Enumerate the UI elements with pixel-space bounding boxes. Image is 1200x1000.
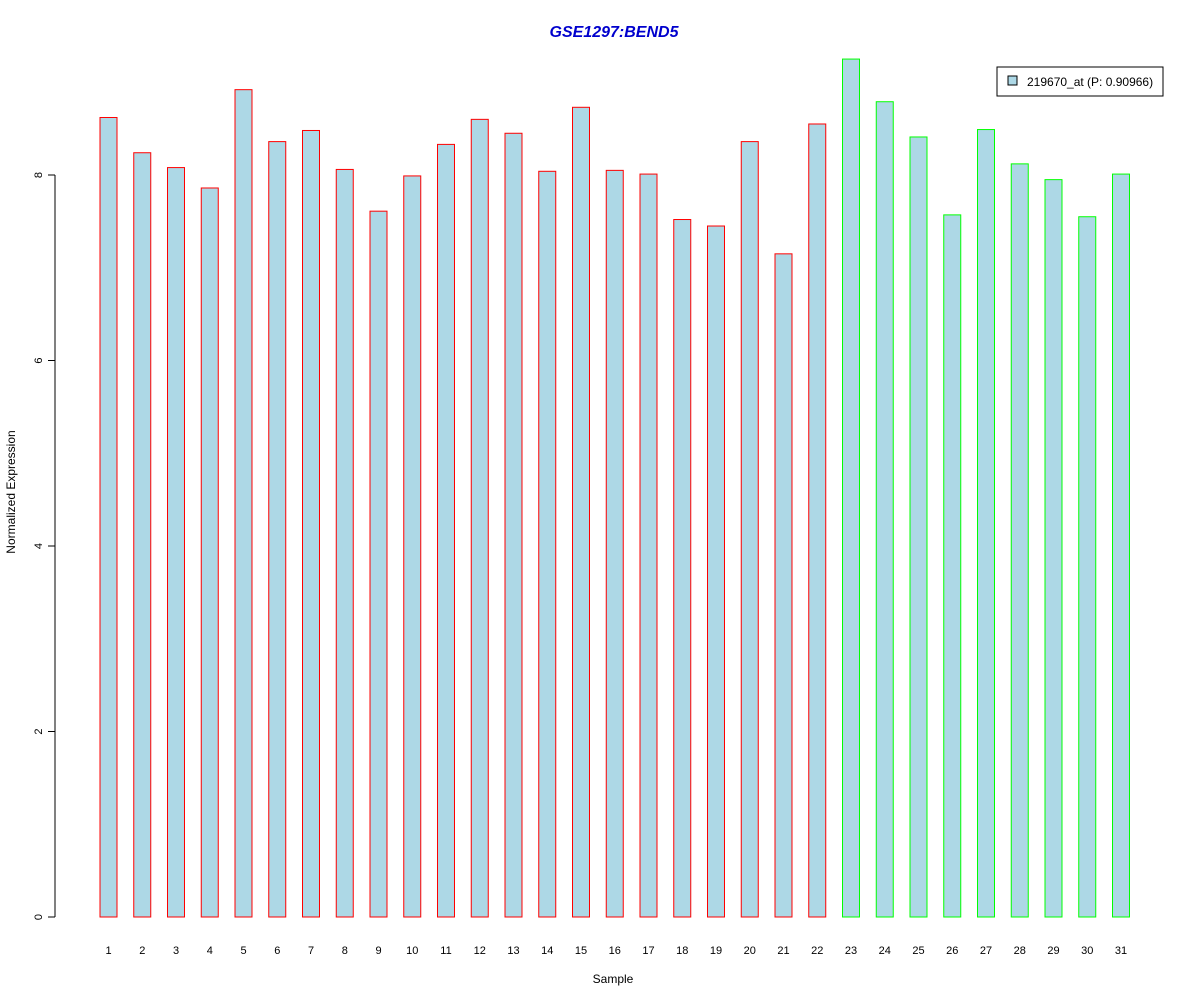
bar-sample-26 — [943, 214, 962, 918]
x-tick-label: 3 — [173, 945, 179, 957]
y-tick-label: 8 — [33, 172, 45, 178]
x-tick-label: 13 — [507, 945, 519, 957]
bars — [99, 58, 1130, 918]
bar-sample-16 — [605, 169, 624, 918]
bar-sample-13 — [504, 132, 523, 918]
x-tick-label: 29 — [1047, 945, 1059, 957]
x-tick-label: 31 — [1115, 945, 1127, 957]
legend-swatch — [1007, 75, 1018, 86]
bar-sample-11 — [437, 143, 455, 918]
legend-box — [996, 66, 1164, 97]
y-tick-label: 0 — [33, 914, 45, 920]
legend-label: 219670_at (P: 0.90966) — [1027, 75, 1153, 89]
bar-sample-30 — [1078, 216, 1097, 918]
x-tick-label: 10 — [406, 945, 418, 957]
bar-sample-12 — [470, 118, 489, 918]
y-axis-title: Normalized Expression — [4, 430, 18, 553]
bar-sample-25 — [909, 136, 928, 918]
x-tick-label: 30 — [1081, 945, 1093, 957]
bar-sample-22 — [808, 123, 827, 918]
bar-sample-9 — [369, 210, 388, 918]
bar-sample-3 — [167, 167, 185, 918]
bar-sample-20 — [740, 141, 759, 918]
x-tick-label: 18 — [676, 945, 688, 957]
bar-sample-23 — [842, 58, 860, 918]
bar-sample-10 — [403, 175, 422, 918]
bar-sample-5 — [234, 89, 253, 918]
x-tick-label: 2 — [139, 945, 145, 957]
x-tick-label: 19 — [710, 945, 722, 957]
bar-sample-27 — [977, 129, 995, 918]
bar-sample-17 — [639, 173, 658, 918]
bar-sample-14 — [538, 170, 557, 918]
x-tick-label: 16 — [609, 945, 621, 957]
x-tick-label: 17 — [642, 945, 654, 957]
bar-sample-8 — [335, 168, 354, 918]
x-tick-label: 21 — [777, 945, 789, 957]
x-tick-label: 26 — [946, 945, 958, 957]
bar-sample-1 — [99, 116, 118, 918]
legend: 219670_at (P: 0.90966) — [996, 66, 1164, 97]
x-tick-label: 28 — [1014, 945, 1026, 957]
bar-sample-15 — [572, 106, 590, 918]
x-tick-label: 12 — [474, 945, 486, 957]
bar-sample-18 — [673, 219, 692, 918]
bar-sample-19 — [707, 225, 725, 918]
bar-sample-28 — [1010, 163, 1029, 918]
bar-sample-21 — [774, 253, 793, 918]
y-tick-label: 2 — [33, 728, 45, 734]
x-tick-label: 1 — [105, 945, 111, 957]
x-tick-label: 11 — [440, 945, 451, 957]
chart-title: GSE1297:BEND5 — [550, 24, 680, 41]
x-tick-label: 5 — [240, 945, 246, 957]
x-tick-label: 27 — [980, 945, 992, 957]
x-tick-label: 9 — [375, 945, 381, 957]
bar-sample-7 — [302, 129, 320, 918]
x-tick-label: 22 — [811, 945, 823, 957]
x-axis-title: Sample — [593, 972, 634, 986]
x-tick-label: 25 — [912, 945, 924, 957]
y-tick-label: 4 — [33, 543, 45, 549]
x-tick-labels: 1 2 3 4 5 6 7 8 9 10 11 12 13 14 15 16 17 18 19 20 21 22 23 24 2… — [105, 945, 1127, 957]
x-tick-label: 7 — [308, 945, 314, 957]
x-tick-label: 24 — [879, 945, 891, 957]
y-axis: 0 2 4 6 8 — [33, 172, 56, 920]
y-tick-label: 6 — [33, 357, 45, 363]
bar-sample-29 — [1044, 179, 1063, 918]
bar-sample-4 — [200, 187, 219, 918]
x-tick-label: 8 — [342, 945, 348, 957]
x-tick-label: 14 — [541, 945, 553, 957]
x-tick-label: 23 — [845, 945, 857, 957]
x-tick-label: 4 — [207, 945, 213, 957]
x-tick-label: 6 — [274, 945, 280, 957]
bar-sample-2 — [133, 152, 152, 918]
bar-sample-24 — [875, 101, 894, 918]
x-tick-label: 15 — [575, 945, 587, 957]
x-tick-label: 20 — [744, 945, 756, 957]
bar-sample-31 — [1112, 173, 1130, 918]
bar-sample-6 — [268, 141, 287, 918]
